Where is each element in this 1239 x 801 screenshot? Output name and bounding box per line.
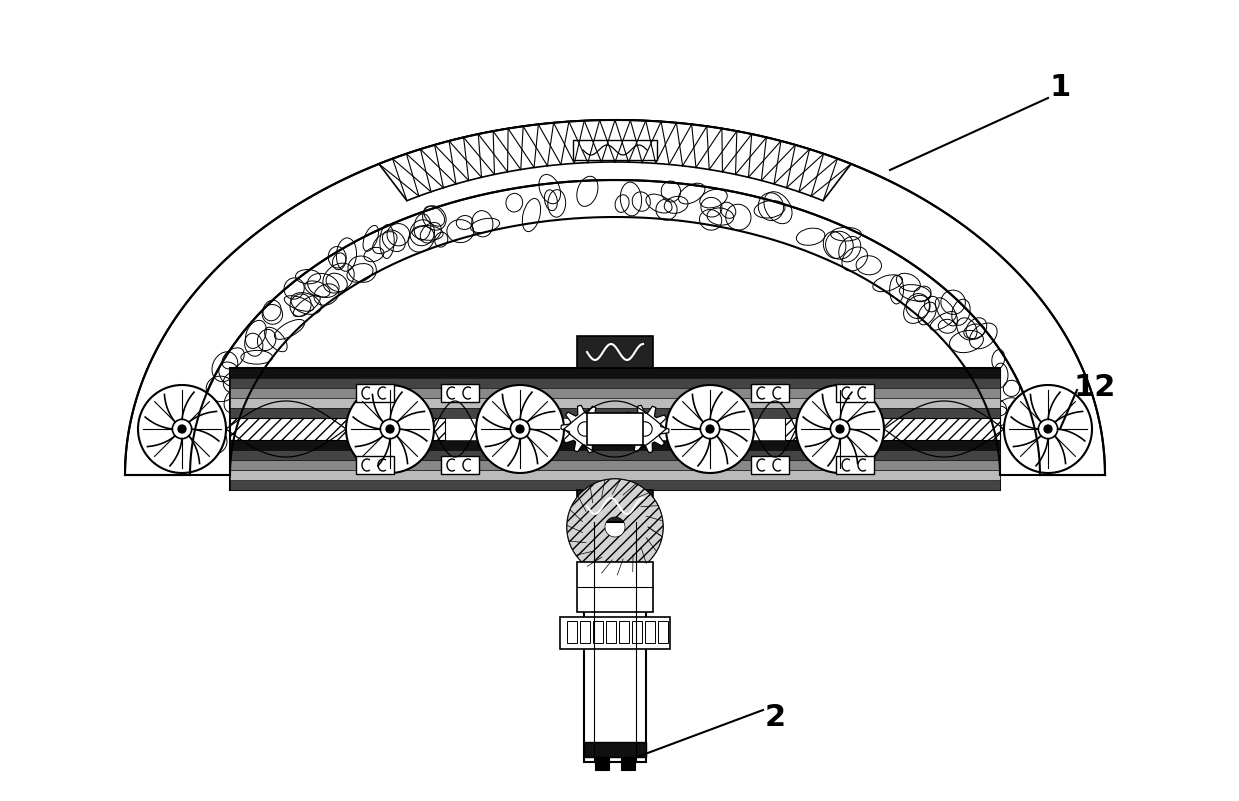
Circle shape [667,385,755,473]
Polygon shape [632,621,642,643]
Circle shape [836,425,844,433]
Polygon shape [230,418,445,440]
Polygon shape [593,621,603,643]
Circle shape [795,385,883,473]
Polygon shape [230,368,1000,490]
Text: 1: 1 [1049,74,1070,103]
Polygon shape [572,140,657,160]
Circle shape [706,425,714,433]
Polygon shape [620,621,629,643]
Polygon shape [786,418,1000,440]
Text: 12: 12 [1074,373,1116,402]
Polygon shape [577,336,653,368]
Polygon shape [751,384,789,402]
Circle shape [830,419,850,439]
Circle shape [476,385,564,473]
Circle shape [577,422,592,437]
Circle shape [138,385,225,473]
Polygon shape [836,456,873,474]
Polygon shape [560,617,670,649]
Polygon shape [646,621,655,643]
Polygon shape [230,450,1000,460]
Polygon shape [230,368,1000,378]
Circle shape [172,419,192,439]
Polygon shape [230,440,1000,450]
Circle shape [510,419,530,439]
Polygon shape [567,621,577,643]
Circle shape [1004,385,1092,473]
Polygon shape [230,398,1000,408]
Circle shape [700,419,720,439]
Polygon shape [230,408,1000,418]
Circle shape [638,422,652,437]
Polygon shape [356,384,394,402]
Polygon shape [379,120,851,201]
Polygon shape [584,742,646,757]
Polygon shape [577,562,653,612]
Polygon shape [587,413,643,445]
Circle shape [178,425,186,433]
Polygon shape [621,405,669,453]
Circle shape [346,385,434,473]
Polygon shape [595,757,610,770]
Polygon shape [584,522,646,762]
Wedge shape [567,479,663,575]
Text: 2: 2 [764,703,786,732]
Polygon shape [751,456,789,474]
Polygon shape [125,120,1105,475]
Circle shape [387,425,394,433]
Polygon shape [836,384,873,402]
Polygon shape [230,388,1000,398]
Polygon shape [621,757,636,770]
Polygon shape [577,490,653,522]
Circle shape [1044,425,1052,433]
Polygon shape [230,378,1000,388]
Polygon shape [230,470,1000,480]
Circle shape [380,419,400,439]
Polygon shape [230,480,1000,490]
Polygon shape [606,621,616,643]
Polygon shape [658,621,668,643]
Polygon shape [580,621,590,643]
Polygon shape [356,456,394,474]
Polygon shape [441,456,479,474]
Polygon shape [561,405,610,453]
Polygon shape [441,384,479,402]
Circle shape [515,425,524,433]
Polygon shape [230,460,1000,470]
Circle shape [1038,419,1058,439]
